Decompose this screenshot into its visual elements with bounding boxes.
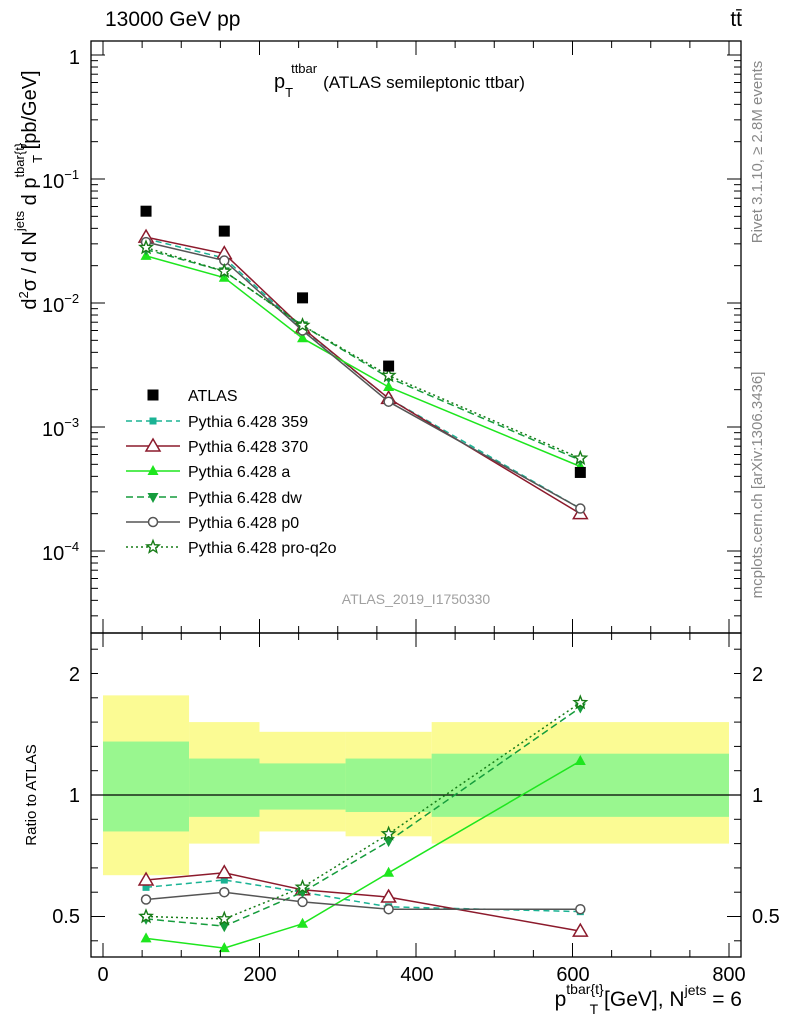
legend-label: Pythia 6.428 pro-q2o (188, 540, 337, 557)
x-tick-labels: 0 200 400 600 800 (97, 964, 745, 986)
ratio-point (140, 894, 152, 905)
ratio-point (380, 888, 397, 903)
ratio-point (383, 837, 395, 848)
ratio-point (572, 694, 589, 710)
x-tick-label: 400 (400, 964, 433, 986)
atlas-data-point (297, 292, 309, 304)
title-rest: (ATLAS semileptonic ttbar) (323, 73, 525, 92)
y-tick-label: 0.5 (52, 906, 80, 928)
series-line (145, 255, 581, 468)
header-right: tt̄ (730, 8, 742, 31)
mcplots-label: mcplots.cern.ch [arXiv:1306.3436] (749, 372, 766, 599)
y-tick-label: 10−3 (42, 415, 79, 441)
ratio-point (218, 942, 230, 953)
ratio-point (383, 866, 395, 877)
main-y-tick-labels: 1 10−1 10−2 10−3 10−4 (42, 47, 80, 565)
ratio-point (294, 878, 311, 895)
title-sub: T (285, 85, 293, 100)
ratio-point (142, 883, 150, 891)
y-tick-label: 2 (69, 664, 80, 686)
ratio-point (219, 886, 230, 898)
ratio-series-line (145, 702, 581, 920)
y-tick-label: 1 (69, 47, 80, 69)
ratio-point (140, 932, 152, 943)
legend-label: Pythia 6.428 359 (188, 414, 308, 431)
ratio-point (220, 876, 228, 884)
y-tick-label: 0.5 (752, 906, 780, 928)
ratio-point (138, 908, 154, 924)
y-tick-label: 1 (752, 785, 763, 807)
atlas-data-point (140, 205, 152, 217)
title-sup: ttbar (291, 61, 318, 76)
rivet-label: Rivet 3.1.10, ≥ 2.8M events (749, 61, 766, 244)
y-tick-label: 1 (69, 785, 80, 807)
ratio-point (215, 864, 233, 879)
x-tick-label: 200 (243, 964, 276, 986)
analysis-tag: ATLAS_2019_I1750330 (342, 591, 491, 607)
atlas-data-point (218, 225, 230, 237)
band-inner (189, 758, 260, 817)
band-inner (259, 763, 346, 810)
chart-marks (90, 40, 742, 958)
main-plot-title: pTttbar (ATLAS semileptonic ttbar) (274, 61, 525, 100)
legend: ATLAS Pythia 6.428 359 Pythia 6.428 370 … (188, 388, 337, 557)
ratio-y-axis-label: Ratio to ATLAS (23, 744, 40, 845)
band-inner (345, 758, 432, 813)
atlas-data-point (383, 360, 395, 372)
y-tick-label: 10−1 (42, 167, 79, 193)
series-line (145, 237, 581, 510)
legend-label: ATLAS (188, 388, 238, 405)
legend-marker (149, 417, 157, 425)
legend-marker (147, 389, 159, 401)
ratio-point (218, 922, 230, 933)
y-tick-label: 2 (752, 664, 763, 686)
title-main: p (274, 71, 285, 93)
legend-label: Pythia 6.428 a (188, 464, 290, 481)
atlas-data-point (574, 466, 586, 478)
ratio-point (383, 903, 394, 915)
legend-label: Pythia 6.428 370 (188, 439, 308, 456)
data-point (138, 239, 155, 255)
data-point (294, 316, 311, 333)
legend-marker (147, 493, 159, 503)
ratio-point (572, 922, 589, 937)
band-inner (103, 741, 190, 832)
legend-marker (147, 516, 159, 528)
x-tick-label: 600 (556, 964, 589, 986)
data-point (575, 503, 586, 514)
x-axis-label: ptbar{t} T [GeV], Njets = 6 (555, 981, 742, 1017)
legend-marker (147, 465, 159, 475)
data-point (216, 262, 233, 279)
legend-marker (144, 538, 162, 554)
data-point (380, 367, 397, 383)
ratio-point (297, 917, 309, 928)
ratio-point (216, 910, 233, 926)
ratio-series-line (145, 879, 581, 913)
data-point (383, 381, 395, 392)
ratio-point (575, 903, 586, 915)
ratio-point (137, 871, 155, 886)
legend-label: Pythia 6.428 dw (188, 490, 302, 507)
ratio-point (574, 754, 586, 765)
y-tick-label: 10−4 (42, 539, 79, 565)
y-tick-label: 10−2 (42, 291, 79, 317)
header-left: 13000 GeV pp (105, 8, 240, 31)
data-point (383, 396, 394, 407)
legend-label: Pythia 6.428 p0 (188, 515, 299, 532)
legend-marker (144, 437, 162, 452)
ratio-series-line (145, 706, 581, 927)
x-tick-label: 800 (712, 964, 745, 986)
ratio-point (297, 896, 308, 908)
main-y-axis-label: d2σ / d Njets d ptbar{t} T [pb/GeV] (12, 70, 45, 309)
data-point (297, 332, 309, 343)
ratio-point (380, 825, 397, 841)
ratio-y-tick-labels: 0.5 1 2 0.5 1 2 (52, 664, 780, 928)
data-point (572, 449, 589, 466)
x-tick-label: 0 (97, 964, 108, 986)
